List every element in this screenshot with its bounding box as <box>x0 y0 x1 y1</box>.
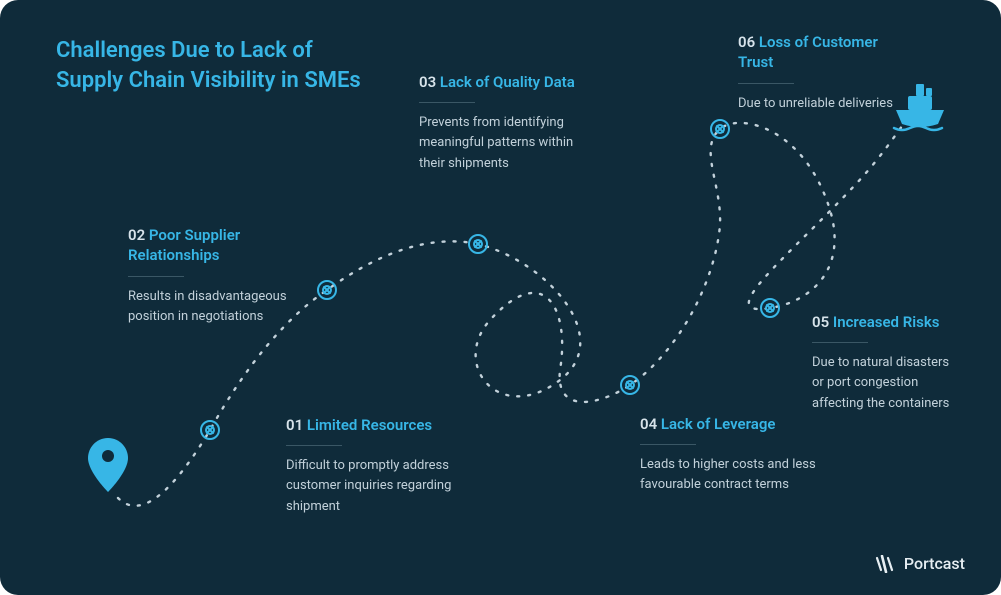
challenge-item-06: 06 Loss of Customer Trust Due to unreliab… <box>738 32 898 114</box>
map-pin-icon <box>88 438 128 492</box>
challenge-body: Due to unreliable deliveries <box>738 94 898 114</box>
challenge-rule <box>286 445 342 446</box>
challenge-body: Results in disadvantageous position in n… <box>128 287 303 327</box>
challenge-label: Increased Risks <box>833 313 940 331</box>
challenge-label: Lack of Quality Data <box>440 73 575 91</box>
challenge-heading: 02 Poor Supplier Relationships <box>128 225 303 266</box>
challenge-rule <box>738 83 794 84</box>
brand-badge: Portcast <box>874 554 965 573</box>
path-node-02 <box>318 281 336 299</box>
brand-logo-icon <box>874 555 896 573</box>
challenge-number: 04 <box>640 415 657 433</box>
challenge-label: Limited Resources <box>307 416 432 434</box>
path-node-01 <box>201 421 219 439</box>
challenge-number: 05 <box>812 313 829 331</box>
path-node-03 <box>469 235 487 253</box>
challenge-body: Due to natural disasters or port congest… <box>812 353 962 413</box>
path-node-04 <box>621 376 639 394</box>
challenge-label: Lack of Leverage <box>661 415 776 433</box>
infographic-title: Challenges Due to Lack of Supply Chain V… <box>56 36 376 95</box>
brand-name: Portcast <box>904 554 965 573</box>
challenge-heading: 04 Lack of Leverage <box>640 414 830 434</box>
challenge-item-01: 01 Limited Resources Difficult to promptl… <box>286 415 456 517</box>
challenge-heading: 05 Increased Risks <box>812 312 962 332</box>
challenge-heading: 06 Loss of Customer Trust <box>738 32 898 73</box>
challenge-rule <box>128 276 184 277</box>
challenge-item-05: 05 Increased Risks Due to natural disaste… <box>812 312 962 414</box>
challenge-body: Prevents from identifying meaningful pat… <box>419 113 584 173</box>
infographic-canvas: Challenges Due to Lack of Supply Chain V… <box>0 0 1001 595</box>
challenge-number: 03 <box>419 73 436 91</box>
path-node-06 <box>711 120 729 138</box>
challenge-label: Poor Supplier Relationships <box>128 226 240 264</box>
challenge-body: Difficult to promptly address customer i… <box>286 456 456 516</box>
challenge-rule <box>640 444 696 445</box>
ship-icon <box>894 84 944 130</box>
challenge-number: 06 <box>738 33 755 51</box>
challenge-rule <box>812 342 868 343</box>
challenge-item-03: 03 Lack of Quality Data Prevents from ide… <box>419 72 584 174</box>
challenge-rule <box>419 102 475 103</box>
challenge-item-02: 02 Poor Supplier Relationships Results in… <box>128 225 303 327</box>
challenge-label: Loss of Customer Trust <box>738 33 878 71</box>
challenge-heading: 01 Limited Resources <box>286 415 456 435</box>
challenge-body: Leads to higher costs and less favourabl… <box>640 455 830 495</box>
challenge-heading: 03 Lack of Quality Data <box>419 72 584 92</box>
challenge-number: 02 <box>128 226 145 244</box>
challenge-item-04: 04 Lack of Leverage Leads to higher costs… <box>640 414 830 496</box>
challenge-number: 01 <box>286 416 303 434</box>
path-node-05 <box>761 299 779 317</box>
